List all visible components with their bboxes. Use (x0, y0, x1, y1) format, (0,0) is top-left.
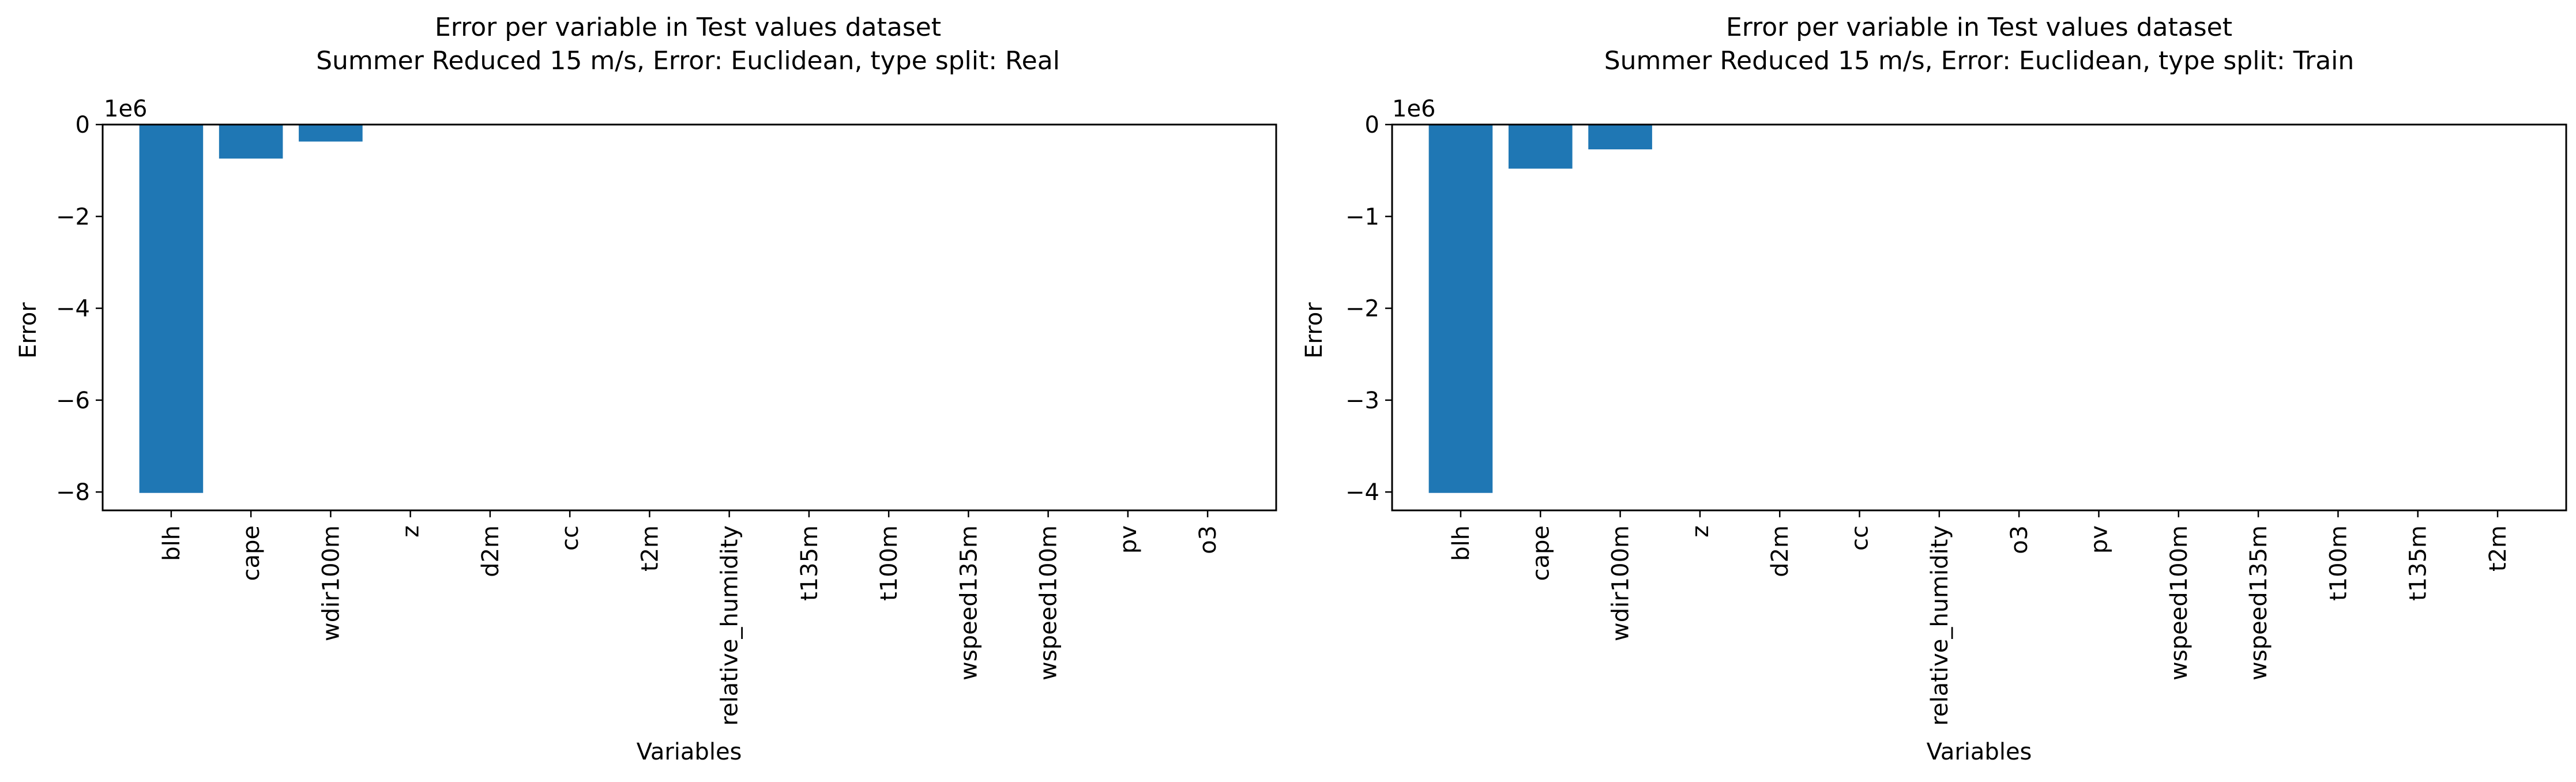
chart-left-x-tick-label-wspeed135m: wspeed135m (956, 525, 982, 681)
chart-left-title: Error per variable in Test values datase… (435, 13, 941, 42)
chart-right-y-tick-label--1: −1 (1345, 204, 1379, 230)
chart-left-x-axis-label: Variables (637, 739, 742, 765)
chart-right-x-tick-label-pv: pv (2086, 525, 2112, 554)
chart-left-bar-blh (139, 125, 204, 493)
chart-right-x-tick-label-d2m: d2m (1767, 525, 1793, 577)
chart-right-plot-frame (1391, 123, 2567, 512)
chart-right: Error per variable in Test values datase… (1301, 13, 2567, 765)
chart-left: Error per variable in Test values datase… (15, 13, 1277, 765)
chart-left-y-tick-label-0: 0 (76, 112, 90, 138)
chart-right-x-tick-label-t135m: t135m (2405, 525, 2432, 601)
chart-right-x-tick-label-cape: cape (1528, 525, 1554, 581)
chart-left-y-tick-label--4: −4 (56, 296, 90, 322)
chart-right-x-tick-label-cc: cc (1847, 525, 1874, 551)
chart-left-x-tick-label-cc: cc (557, 525, 584, 551)
chart-right-x-tick-label-t2m: t2m (2485, 525, 2511, 572)
chart-right-x-tick-label-wdir100m: wdir100m (1608, 525, 1634, 641)
chart-right-x-tick-label-blh: blh (1448, 525, 1475, 561)
chart-left-x-tick-label-d2m: d2m (477, 525, 504, 577)
chart-left-bar-wdir100m (299, 125, 363, 142)
chart-left-y-tick-label--2: −2 (56, 204, 90, 230)
chart-left-x-tick-label-t100m: t100m (876, 525, 902, 601)
chart-left-y-tick-label--8: −8 (56, 479, 90, 506)
chart-left-plot-frame (101, 123, 1277, 512)
chart-right-x-tick-label-wspeed100m: wspeed100m (2166, 525, 2193, 681)
chart-left-x-tick-label-wdir100m: wdir100m (318, 525, 344, 641)
chart-right-x-tick-label-z: z (1687, 525, 1714, 537)
chart-right-x-tick-label-wspeed135m: wspeed135m (2246, 525, 2272, 681)
chart-right-y-tick-label--4: −4 (1345, 479, 1379, 506)
chart-left-y-axis-label: Error (15, 302, 42, 359)
chart-left-plot: blh cape wdir100m z d2m cc t2m relative_humidit… (56, 112, 1221, 726)
chart-right-bar-blh (1428, 125, 1493, 493)
chart-left-x-tick-label-blh: blh (159, 525, 185, 561)
chart-right-subtitle: Summer Reduced 15 m/s, Error: Euclidean,… (1604, 46, 2355, 76)
chart-left-x-tick-label-o3: o3 (1195, 525, 1221, 554)
chart-left-bar-cape (219, 125, 283, 159)
chart-left-x-tick-label-t135m: t135m (796, 525, 823, 601)
chart-right-x-axis-label: Variables (1927, 739, 2032, 765)
chart-right-offset-text: 1e6 (1392, 96, 1436, 122)
chart-left-x-tick-label-cape: cape (238, 525, 265, 581)
chart-right-plot: blh cape wdir100m z d2m cc relative_humidity o3… (1345, 112, 2511, 726)
chart-right-x-tick-label-o3: o3 (2006, 525, 2033, 554)
chart-right-y-tick-label-0: 0 (1365, 112, 1379, 138)
chart-right-bar-cape (1508, 125, 1573, 169)
chart-right-x-tick-label-relative_humidity: relative_humidity (1927, 525, 1953, 726)
chart-left-x-tick-label-z: z (398, 525, 424, 537)
chart-left-x-tick-label-t2m: t2m (637, 525, 663, 572)
chart-right-y-axis-label: Error (1301, 302, 1328, 359)
chart-right-y-tick-label--3: −3 (1345, 388, 1379, 414)
chart-right-title: Error per variable in Test values datase… (1726, 13, 2232, 42)
chart-left-x-tick-label-pv: pv (1115, 525, 1142, 554)
chart-left-x-tick-label-relative_humidity: relative_humidity (717, 525, 743, 726)
chart-right-x-tick-label-t100m: t100m (2325, 525, 2352, 601)
chart-left-offset-text: 1e6 (104, 96, 148, 122)
chart-left-y-tick-label--6: −6 (56, 388, 90, 414)
chart-right-y-tick-label--2: −2 (1345, 296, 1379, 322)
chart-right-bar-wdir100m (1588, 125, 1652, 150)
chart-left-x-tick-label-wspeed100m: wspeed100m (1036, 525, 1062, 681)
chart-left-subtitle: Summer Reduced 15 m/s, Error: Euclidean,… (316, 46, 1060, 76)
